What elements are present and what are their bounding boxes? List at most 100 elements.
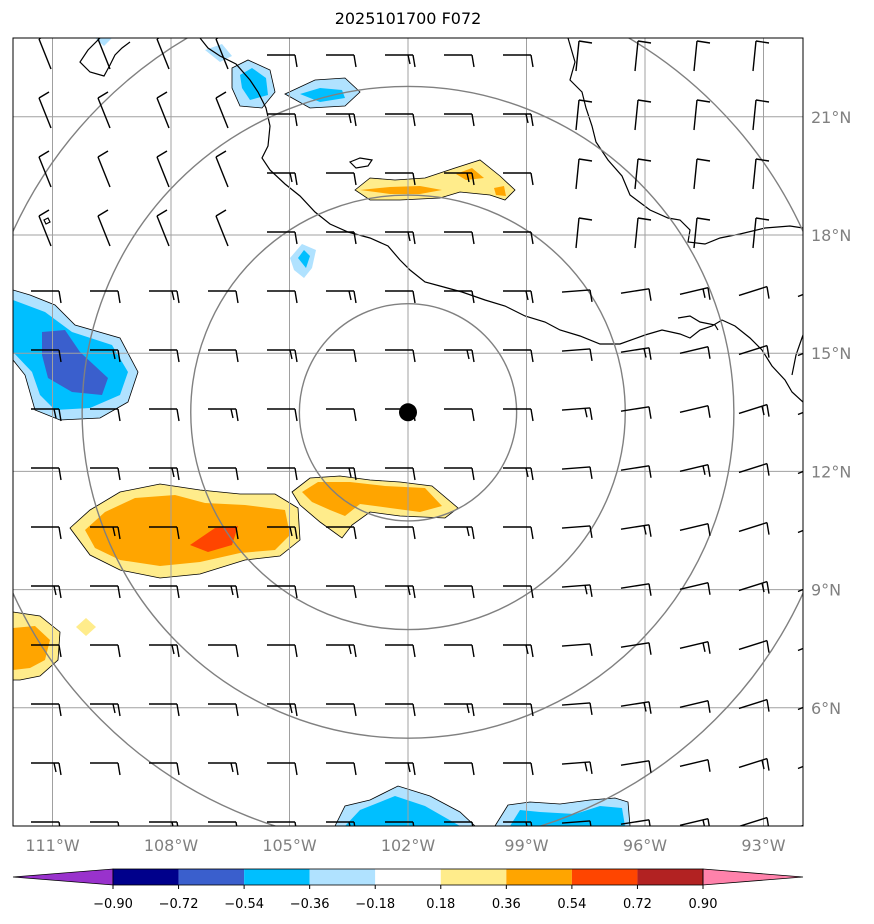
wind-barb [620, 406, 652, 419]
wind-barb [693, 40, 711, 72]
wind-barb [149, 467, 180, 481]
colorbar-segment [440, 869, 507, 885]
wind-barb [156, 91, 170, 129]
wind-barb [620, 760, 652, 773]
wind-barb [561, 407, 593, 421]
wind-barb [326, 703, 357, 717]
wind-barb [215, 91, 229, 129]
colorbar: −0.90 −0.72 −0.54 −0.36 −0.18 0.18 0.36 0.54 0.7… [12, 868, 804, 912]
colorbar-segment [309, 869, 376, 885]
wind-barb [208, 467, 239, 481]
wind-barb [90, 762, 121, 776]
wind-barb [444, 762, 475, 776]
colorbar-tick-label: −0.36 [290, 897, 330, 912]
wind-barb [738, 285, 770, 299]
wind-barb [679, 759, 711, 772]
wind-barb [503, 172, 534, 186]
colorbar-tick-label: 0.36 [492, 897, 521, 912]
wind-barb [385, 231, 416, 245]
wind-barb [503, 467, 534, 481]
wind-barb [267, 349, 298, 363]
wind-barb [90, 585, 121, 599]
wind-barb [208, 762, 239, 776]
wind-barb [90, 467, 121, 481]
wind-barb [326, 526, 357, 540]
wind-barb [149, 290, 180, 304]
colorbar-segment [375, 869, 441, 885]
latitude-label: 12°N [811, 462, 851, 481]
wind-barb [634, 99, 652, 131]
wind-barb [679, 464, 711, 477]
range-rings [13, 38, 803, 826]
wind-barb [97, 91, 111, 129]
wind-barb [149, 703, 180, 717]
wind-barb [561, 466, 593, 480]
wind-barb [679, 582, 711, 595]
wind-barb [267, 172, 298, 186]
wind-barb [444, 290, 475, 304]
wind-barb [503, 526, 534, 540]
wind-barb [31, 349, 62, 363]
wind-barb [503, 113, 534, 127]
colorbar-tick-label: −0.18 [355, 897, 395, 912]
wind-barb [444, 231, 475, 245]
wind-barb [156, 209, 170, 247]
wind-barb [149, 585, 180, 599]
wind-barb [444, 703, 475, 717]
wind-barb [149, 644, 180, 658]
wind-barb [326, 231, 357, 245]
wind-barb [679, 287, 711, 300]
wind-barb [90, 821, 120, 826]
wind-barb [90, 526, 121, 540]
colorbar-tick-label: −0.90 [93, 897, 133, 912]
wind-barb [385, 113, 416, 127]
wind-barb [752, 99, 770, 131]
wind-barb [326, 290, 357, 304]
range-ring [81, 85, 735, 739]
wind-barb [444, 526, 475, 540]
wind-barb [267, 703, 298, 717]
wind-barb [738, 698, 770, 712]
map-frame [12, 37, 804, 827]
wind-barb [31, 526, 62, 540]
wind-barb [31, 762, 62, 776]
wind-barb [31, 585, 62, 599]
wind-barb [561, 702, 593, 716]
wind-barb [679, 405, 711, 418]
wind-barb [738, 639, 770, 653]
wind-barb [752, 217, 770, 249]
wind-barb [561, 289, 593, 303]
wind-barb [620, 701, 652, 714]
wind-barb [561, 348, 593, 362]
wind-barb [385, 644, 416, 658]
wind-barb [90, 408, 121, 422]
wind-barb [208, 585, 239, 599]
wind-barb [267, 113, 298, 127]
wind-barb [634, 40, 652, 72]
colorbar-extend-high [702, 868, 804, 886]
wind-barb [503, 290, 534, 304]
wind-barb [38, 91, 52, 129]
wind-barb [444, 467, 475, 481]
wind-barb [444, 54, 475, 68]
wind-barb [31, 290, 62, 304]
wind-barb [156, 150, 170, 188]
wind-barb [752, 40, 770, 72]
longitude-label: 96°W [623, 836, 667, 855]
wind-barb [156, 38, 170, 70]
wind-barb [208, 408, 239, 422]
wind-barb [634, 217, 652, 249]
wind-barb [693, 217, 711, 249]
wind-barb [385, 349, 416, 363]
colorbar-tick-label: 0.54 [557, 897, 586, 912]
latitude-label: 18°N [811, 226, 851, 245]
wind-barb [444, 644, 475, 658]
wind-barb [738, 816, 770, 826]
wind-barb [326, 762, 357, 776]
wind-barb [149, 408, 180, 422]
wind-barb [326, 821, 356, 826]
longitude-label: 108°W [144, 836, 199, 855]
wind-barb [561, 643, 593, 657]
wind-barb [693, 99, 711, 131]
